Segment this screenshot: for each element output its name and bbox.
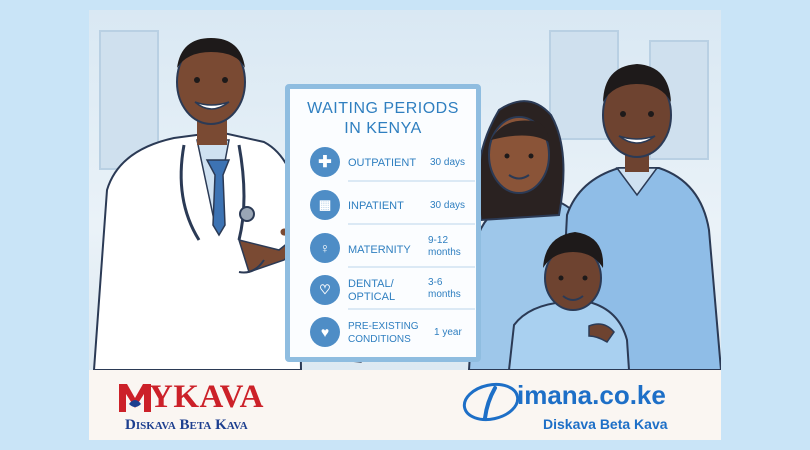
row-label-line2: CONDITIONS	[348, 334, 411, 345]
medical-cross-icon: ✚	[310, 147, 340, 177]
poster-row-pre-existing: ♥ PRE-EXISTING CONDITIONS 1 year	[310, 317, 475, 351]
poster-title-line2: IN KENYA	[344, 120, 422, 137]
row-value-line2: months	[428, 247, 461, 258]
mykava-logo-icon	[119, 384, 151, 412]
row-label: INPATIENT	[348, 200, 404, 212]
waiting-periods-poster: WAITING PERIODS IN KENYA ✚ OUTPATIENT 30…	[285, 84, 481, 362]
row-label-line2: OPTICAL	[348, 291, 396, 303]
row-divider	[348, 308, 475, 310]
mykava-brand-name: YKAVA	[149, 379, 264, 415]
row-label: DENTAL/ OPTICAL	[348, 278, 395, 304]
row-value: 3-6 months	[428, 277, 461, 301]
mykava-tagline: Diskava Beta Kava	[125, 417, 248, 433]
people-illustration	[92, 38, 721, 370]
illustration-frame: WAITING PERIODS IN KENYA ✚ OUTPATIENT 30…	[89, 10, 721, 440]
doctor-figure	[92, 38, 365, 370]
row-value: 30 days	[430, 200, 466, 211]
poster-row-outpatient: ✚ OUTPATIENT 30 days	[310, 147, 475, 182]
row-label: PRE-EXISTING CONDITIONS	[348, 320, 419, 346]
imana-logo-icon	[462, 382, 520, 422]
poster-row-inpatient: ▦ INPATIENT 30 days	[310, 190, 475, 225]
hospital-building-icon: ▦	[310, 190, 340, 220]
heart-pulse-icon: ♥	[310, 317, 340, 347]
imana-brand-name: imana.co.ke	[517, 380, 666, 410]
row-label: OUTPATIENT	[348, 157, 417, 169]
poster-title-line1: WAITING PERIODS	[307, 100, 459, 117]
poster-title: WAITING PERIODS IN KENYA	[290, 99, 476, 139]
poster-row-dental-optical: ♡ DENTAL/ OPTICAL 3-6 months	[310, 275, 475, 310]
row-label-line1: PRE-EXISTING	[348, 321, 419, 332]
footer-brand-bar: YKAVA Diskava Beta Kava imana.co.ke Disk…	[89, 370, 721, 440]
row-value-line1: 3-6	[428, 277, 443, 288]
row-value: 9-12 months	[428, 235, 461, 259]
row-value: 1 year	[434, 327, 462, 338]
row-label-line1: DENTAL/	[348, 278, 394, 290]
child-figure	[507, 232, 631, 370]
row-label: MATERNITY	[348, 244, 411, 256]
poster-row-maternity: ♀ MATERNITY 9-12 months	[310, 233, 475, 268]
row-divider	[348, 223, 475, 225]
imana-tagline: Diskava Beta Kava	[543, 416, 668, 432]
row-value-line1: 9-12	[428, 235, 449, 246]
pregnancy-icon: ♀	[310, 233, 340, 263]
row-value-line2: months	[428, 289, 461, 300]
row-divider	[348, 266, 475, 268]
row-divider	[348, 180, 475, 182]
row-value: 30 days	[430, 157, 466, 168]
tooth-heart-icon: ♡	[310, 275, 340, 305]
